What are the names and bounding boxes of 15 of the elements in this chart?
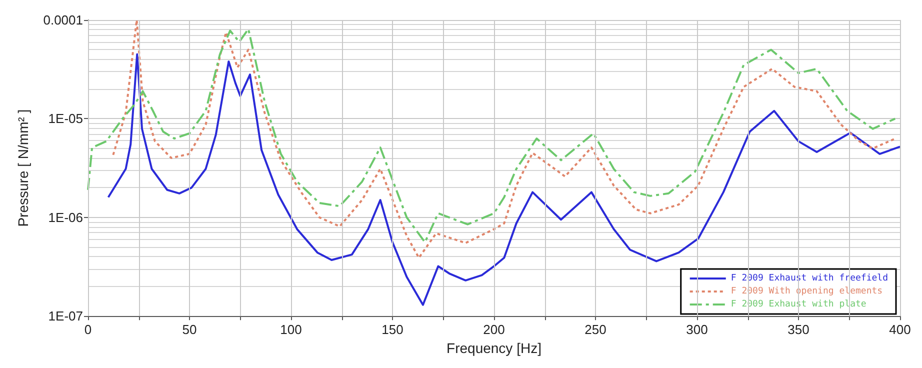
y-tick-label: 1E-06 (48, 210, 83, 225)
x-tick-label: 350 (788, 322, 810, 338)
x-tick-label: 250 (584, 322, 606, 338)
y-tick-label: 0.0001 (43, 12, 83, 28)
x-tick-label: 100 (280, 322, 302, 338)
x-tick-label: 0 (84, 322, 92, 338)
x-axis-title: Frequency [Hz] (446, 340, 542, 356)
y-axis-title: Pressure [ N/mm² ] (15, 109, 31, 227)
x-tick-label: 150 (382, 322, 404, 338)
x-tick-label: 400 (889, 322, 911, 338)
x-tick-label: 300 (686, 322, 708, 338)
x-tick-label: 200 (483, 322, 505, 338)
y-tick-label: 1E-05 (48, 111, 83, 126)
x-tick-label: 50 (182, 322, 197, 338)
y-tick-label: 1E-07 (48, 308, 83, 324)
